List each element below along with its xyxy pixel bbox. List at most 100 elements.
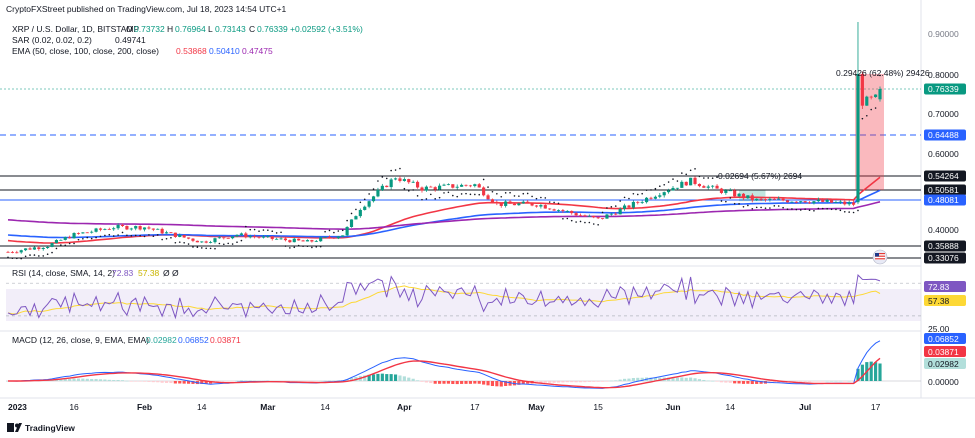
sar-dot-114 (509, 191, 511, 194)
macd-hist-bar-129 (574, 381, 578, 383)
sar-dot-56 (253, 228, 256, 231)
sar-dot-112 (500, 195, 503, 198)
macd-hist-bar-85 (380, 373, 384, 381)
sar-dot-106 (474, 193, 476, 196)
macd-hist-bar-171 (759, 381, 763, 384)
rsi-axis-bottom: 25.00 (928, 324, 950, 334)
candle-body-40 (182, 234, 186, 238)
macd-hist-bar-70 (314, 381, 318, 382)
us-flag-icon[interactable] (872, 249, 888, 265)
sar-dot-116 (518, 195, 520, 197)
candle-body-152 (675, 187, 679, 189)
macd-label: MACD (12, 26, close, 9, EMA, EMA) (12, 335, 149, 345)
candle-body-58 (261, 236, 266, 238)
sar-dot-28 (130, 235, 133, 237)
macd-hist-bar-36 (164, 381, 169, 383)
sar-dot-105 (469, 193, 472, 196)
candle-body-119 (530, 203, 534, 206)
macd-hist-bar-45 (204, 381, 208, 384)
rsi-sma-axis-value: 57.38 (928, 296, 950, 306)
candle-body-154 (684, 181, 688, 186)
sar-dot-18 (86, 236, 89, 239)
macd-pane (6, 340, 921, 389)
macd-hist-bar-131 (583, 381, 587, 383)
macd-hist-bar-40 (182, 381, 186, 384)
sar-dot-167 (742, 205, 745, 208)
macd-signal-value: 0.03871 (210, 335, 241, 345)
candle-body-131 (583, 215, 587, 217)
sar-dot-69 (311, 246, 313, 249)
sar-dot-82 (368, 193, 370, 195)
sar-dot-77 (346, 219, 348, 222)
sar-dot-184 (817, 207, 820, 210)
candle-body-81 (363, 206, 367, 210)
sar-dot-42 (192, 246, 194, 248)
candle-body-3 (19, 250, 23, 253)
sar-dot-3 (20, 257, 23, 260)
macd-hist-bar-111 (495, 381, 499, 387)
candle-body-182 (807, 202, 812, 204)
macd-hist-bar-188 (834, 380, 838, 382)
level-box-4 (924, 194, 966, 206)
level-label-0: 0.76339 (928, 84, 959, 94)
macd-hist-bar-150 (667, 377, 671, 381)
macd-hist-bar-155 (689, 377, 693, 381)
macd-hist-bar-92 (411, 378, 415, 381)
sar-dot-162 (720, 200, 723, 202)
sar-dot-41 (187, 243, 190, 245)
candle-body-37 (169, 232, 173, 234)
sar-dot-75 (337, 230, 340, 232)
macd-hist-bar-13 (63, 378, 67, 381)
sar-dot-141 (628, 197, 630, 200)
time-tick-11: 14 (726, 402, 736, 412)
macd-hist-bar-116 (517, 381, 521, 385)
macd-hist-bar-75 (336, 380, 340, 381)
sar-dot-188 (835, 208, 837, 211)
level-label-2: 0.54264 (928, 171, 959, 181)
macd-hist-bar-101 (451, 381, 455, 384)
price-tick-0.4: 0.40000 (928, 225, 959, 235)
macd-hist-bar-167 (741, 381, 746, 384)
ema100-value: 0.50410 (209, 46, 240, 56)
sar-dot-190 (843, 211, 846, 213)
sar-dot-189 (839, 209, 842, 212)
macd-hist-bar-197 (874, 362, 878, 381)
sar-dot-127 (566, 217, 569, 220)
candle-body-160 (711, 185, 715, 187)
candle-body-85 (380, 185, 384, 191)
sar-dot-73 (328, 229, 331, 232)
macd-hist-bar-141 (627, 378, 631, 381)
macd-hist-bar-94 (420, 381, 424, 382)
sar-dot-140 (623, 196, 626, 199)
price-axis[interactable]: 0.90000 0.80000 0.70000 0.60000 0.40000 (928, 29, 959, 235)
macd-hist-bar-49 (222, 381, 226, 382)
sar-dot-174 (773, 205, 776, 207)
sar-dot-198 (879, 74, 881, 77)
candle-body-72 (323, 236, 327, 238)
candle-body-80 (358, 209, 362, 217)
candle-body-86 (385, 185, 389, 188)
macd-hist-bar-110 (490, 381, 495, 387)
ema200-value: 0.47475 (242, 46, 273, 56)
macd-hist-bar-106 (473, 381, 477, 384)
sar-dot-83 (372, 188, 375, 190)
sar-dot-138 (614, 205, 617, 207)
macd-hist-bar-57 (257, 380, 261, 382)
sar-dot-71 (319, 245, 322, 248)
macd-hist-bar-88 (393, 374, 398, 381)
candle-body-115 (512, 203, 517, 206)
candle-body-136 (605, 214, 609, 219)
time-axis[interactable]: 2023 16 Feb 14 Mar 14 Apr 17 May 15 Jun 14 Jul 17 (8, 402, 881, 412)
candle-body-137 (609, 213, 613, 215)
symbol-line: XRP / U.S. Dollar, 1D, BITSTAMP (12, 24, 140, 34)
candle-body-95 (424, 186, 428, 191)
sar-dot-157 (698, 175, 701, 178)
candle-body-27 (125, 225, 129, 230)
candle-body-57 (257, 236, 261, 238)
candle-body-23 (107, 229, 111, 230)
sar-dot-90 (403, 187, 406, 190)
macd-hist-bar-32 (147, 381, 151, 382)
candle-body-87 (389, 179, 393, 188)
macd-hist-bar-147 (653, 377, 657, 381)
